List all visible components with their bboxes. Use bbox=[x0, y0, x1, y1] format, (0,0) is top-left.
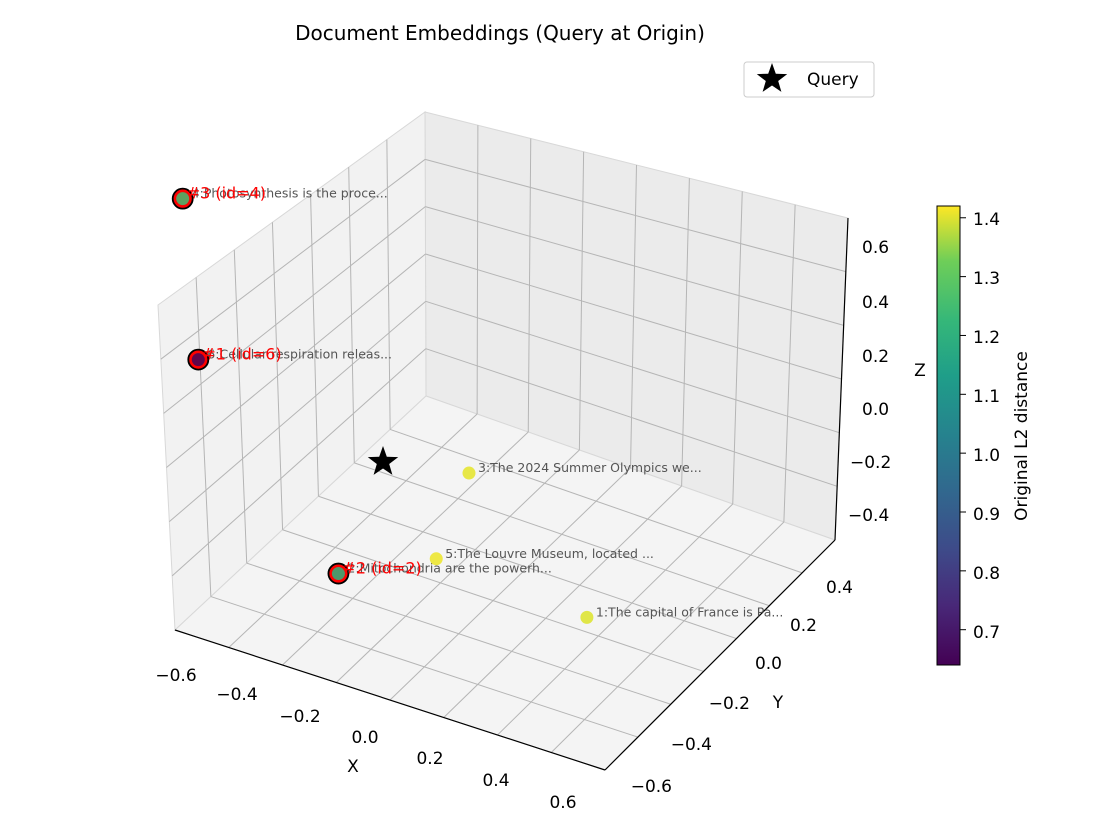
z-tick-label: 0.0 bbox=[862, 400, 889, 420]
grid-line bbox=[210, 596, 639, 738]
grid-line bbox=[282, 529, 704, 672]
colorbar-gradient bbox=[936, 205, 961, 666]
legend-star-icon bbox=[756, 63, 788, 92]
points-layer: 4:Photosynthesis is the proce...#3 (id=4… bbox=[171, 184, 783, 624]
point-annotation: 6:Cellular respiration releas... bbox=[207, 347, 392, 362]
grid-line bbox=[389, 467, 631, 701]
data-point bbox=[191, 353, 205, 367]
grid-line bbox=[166, 253, 426, 468]
z-axis-label: Z bbox=[914, 361, 926, 381]
z-tick-label: 0.6 bbox=[862, 238, 889, 258]
point-annotation: 3:The 2024 Summer Olympics we... bbox=[478, 460, 702, 475]
legend-label: Query bbox=[807, 70, 859, 90]
colorbar-title: Original L2 distance bbox=[1012, 351, 1032, 521]
grid-line bbox=[425, 158, 846, 273]
x-axis-line bbox=[174, 629, 606, 771]
grid-line bbox=[169, 300, 426, 523]
chart-title: Document Embeddings (Query at Origin) bbox=[295, 21, 705, 45]
grid-line bbox=[160, 158, 426, 360]
axes-3d bbox=[157, 111, 849, 771]
data-point bbox=[331, 567, 345, 581]
x-tick-label: 0.2 bbox=[416, 749, 443, 769]
x-tick-label: 0.0 bbox=[351, 728, 378, 748]
grid-line bbox=[425, 348, 838, 487]
x-tick-label: −0.4 bbox=[216, 685, 257, 705]
y-tick-label: −0.2 bbox=[709, 694, 750, 714]
point-annotation: 4:Photosynthesis is the proce... bbox=[192, 186, 388, 201]
data-point bbox=[580, 610, 594, 624]
z-tick-label: −0.2 bbox=[850, 453, 891, 473]
grid-line bbox=[389, 428, 803, 574]
y-tick-label: 0.4 bbox=[826, 578, 853, 598]
y-tick-label: 0.2 bbox=[790, 616, 817, 636]
z-tick-labels: −0.4 −0.2 0.0 0.2 0.4 0.6 bbox=[848, 238, 891, 526]
z-tick-label: 0.2 bbox=[862, 347, 889, 367]
grid-line bbox=[425, 206, 844, 326]
rank-label: #1 (id=6) bbox=[202, 345, 281, 364]
grid-line bbox=[246, 562, 671, 705]
y-tick-label: 0.0 bbox=[755, 654, 782, 674]
data-point bbox=[429, 552, 443, 566]
z-axis-line bbox=[834, 217, 849, 541]
colorbar-tick-label: 0.8 bbox=[973, 564, 1000, 584]
y-tick-labels: −0.6 −0.4 −0.2 0.0 0.2 0.4 bbox=[631, 578, 853, 797]
x-tick-label: −0.6 bbox=[155, 666, 196, 686]
grid-line bbox=[443, 485, 682, 718]
x-tick-label: 0.4 bbox=[482, 771, 509, 791]
z-tick-label: −0.4 bbox=[848, 506, 889, 526]
colorbar: 0.7 0.8 0.9 1.0 1.1 1.2 1.3 1.4 Original… bbox=[936, 205, 1032, 666]
point-annotation: 2:Mitochondria are the powerh... bbox=[347, 561, 551, 576]
y-tick-label: −0.4 bbox=[671, 735, 712, 755]
data-point bbox=[462, 466, 476, 480]
grid-line bbox=[425, 253, 842, 380]
colorbar-tick-label: 1.3 bbox=[973, 269, 1000, 289]
z-tick-label: 0.4 bbox=[862, 293, 889, 313]
rank-label: #3 (id=4) bbox=[187, 184, 266, 203]
rank-label: #2 (id=2) bbox=[342, 559, 421, 578]
grid-line bbox=[318, 495, 737, 640]
grid-lines bbox=[160, 125, 846, 753]
x-axis-label: X bbox=[347, 757, 359, 777]
data-point bbox=[176, 192, 190, 206]
colorbar-tick-label: 0.9 bbox=[973, 505, 1000, 525]
grid-line bbox=[354, 462, 770, 607]
point-annotation: 5:The Louvre Museum, located ... bbox=[445, 546, 654, 561]
grid-line bbox=[282, 431, 529, 666]
colorbar-tick-label: 1.2 bbox=[973, 328, 1000, 348]
colorbar-tick-marks bbox=[960, 217, 966, 631]
grid-line bbox=[163, 206, 426, 414]
legend: Query bbox=[743, 61, 875, 98]
query-star-marker bbox=[367, 446, 399, 475]
y-tick-label: −0.6 bbox=[631, 777, 672, 797]
colorbar-tick-label: 0.7 bbox=[973, 623, 1000, 643]
x-tick-labels: −0.6 −0.4 −0.2 0.0 0.2 0.4 0.6 bbox=[155, 666, 576, 813]
grid-line bbox=[335, 449, 580, 683]
y-axis-label: Y bbox=[772, 693, 784, 713]
colorbar-tick-label: 1.0 bbox=[973, 446, 1000, 466]
colorbar-tick-label: 1.4 bbox=[973, 210, 1000, 230]
grid-line bbox=[497, 503, 734, 736]
y-axis-line bbox=[604, 539, 836, 771]
x-tick-label: −0.2 bbox=[279, 707, 320, 727]
grid-line bbox=[550, 521, 785, 753]
grid-line bbox=[171, 348, 427, 577]
point-annotation: 1:The capital of France is Pa... bbox=[596, 604, 783, 619]
grid-line bbox=[425, 300, 840, 434]
x-tick-label: 0.6 bbox=[549, 793, 576, 813]
colorbar-tick-label: 1.1 bbox=[973, 387, 1000, 407]
grid-line bbox=[228, 413, 478, 648]
